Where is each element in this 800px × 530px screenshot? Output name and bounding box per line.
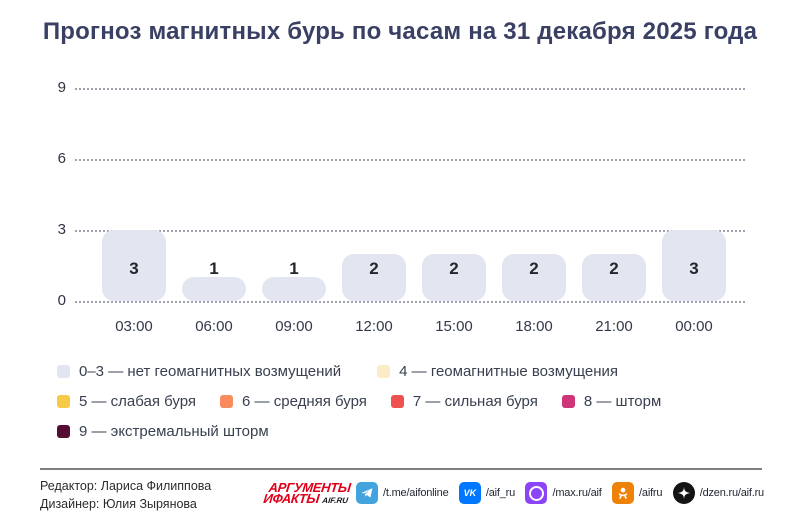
legend-item: 8 — шторм xyxy=(561,393,662,410)
chart-bar xyxy=(102,230,166,301)
legend-row: 0–3 — нет геомагнитных возмущений 4 — гео… xyxy=(57,363,767,380)
gridline xyxy=(75,159,745,161)
legend-label: 0–3 — нет геомагнитных возмущений xyxy=(79,363,342,380)
x-tick-label: 00:00 xyxy=(675,318,713,335)
bar-value-label: 2 xyxy=(449,259,459,278)
legend-swatch xyxy=(57,395,70,408)
legend-label: 8 — шторм xyxy=(583,393,662,410)
legend-label: 6 — средняя буря xyxy=(242,393,367,410)
x-tick-label: 18:00 xyxy=(515,318,553,335)
x-tick-label: 12:00 xyxy=(355,318,393,335)
vk-icon: VK xyxy=(458,482,481,504)
bar-value-label: 2 xyxy=(529,259,539,278)
legend-label: 5 — слабая буря xyxy=(79,393,197,410)
chart-bar xyxy=(662,230,726,301)
x-tick-label: 09:00 xyxy=(275,318,313,335)
legend-swatch xyxy=(561,395,575,408)
y-tick-label: 6 xyxy=(57,150,66,167)
gridline xyxy=(75,301,745,303)
chart-bar xyxy=(262,277,326,301)
bar-value-label: 2 xyxy=(609,259,619,278)
legend-item: 7 — сильная буря xyxy=(390,393,538,410)
telegram-icon xyxy=(356,482,378,504)
social-handle: /aif_ru xyxy=(485,487,516,499)
aif-logo: АРГУМЕНТЫ ИФАКТЫ AIF.RU xyxy=(263,480,352,506)
social-handle: /aifru xyxy=(639,487,663,499)
legend-swatch xyxy=(390,395,404,408)
dzen-icon xyxy=(672,482,695,504)
bar-value-label: 3 xyxy=(689,259,699,278)
legend-swatch xyxy=(220,395,234,408)
ok-icon xyxy=(612,482,635,504)
legend-item: 4 — геомагнитные возмущения xyxy=(377,363,618,380)
legend-item: 9 — экстремальный шторм xyxy=(57,423,269,440)
editor-credit: Редактор: Лариса Филиппова xyxy=(40,479,212,493)
gridline xyxy=(75,230,745,232)
bar-value-label: 1 xyxy=(209,259,219,278)
chart-bars: 3 1 1 2 2 2 2 3 xyxy=(75,88,745,301)
aif-logo-line2: ИФАКТЫ xyxy=(262,491,321,506)
social-handle: /max.ru/aif xyxy=(552,487,602,499)
legend-swatch xyxy=(57,365,70,378)
x-tick-label: 06:00 xyxy=(195,318,233,335)
social-link[interactable]: /max.ru/aif xyxy=(525,482,602,504)
chart-bar xyxy=(422,254,486,301)
bar-value-label: 3 xyxy=(129,259,139,278)
chart-legend: 0–3 — нет геомагнитных возмущений 4 — гео… xyxy=(57,363,767,453)
designer-credit: Дизайнер: Юлия Зырянова xyxy=(40,497,197,511)
chart-bar xyxy=(182,277,246,301)
legend-swatch xyxy=(57,425,70,438)
legend-label: 4 — геомагнитные возмущения xyxy=(399,363,619,380)
legend-label: 7 — сильная буря xyxy=(412,393,538,410)
social-link[interactable]: VK/aif_ru xyxy=(458,482,516,504)
chart-bar xyxy=(342,254,406,301)
legend-item: 0–3 — нет геомагнитных возмущений xyxy=(57,363,341,380)
legend-item: 5 — слабая буря xyxy=(57,393,196,410)
legend-label: 9 — экстремальный шторм xyxy=(79,423,269,440)
magnetic-storm-bar-chart: 9 6 3 0 3 1 1 2 2 2 2 3 03:00 06:00 09:00 12:00 15:00 1… xyxy=(0,79,745,335)
social-link[interactable]: /dzen.ru/aif.ru xyxy=(672,482,764,504)
social-link[interactable]: /aifru xyxy=(612,482,663,504)
legend-swatch xyxy=(377,365,391,378)
aif-logo-suffix: AIF.RU xyxy=(321,496,349,505)
bar-value-label: 1 xyxy=(289,259,299,278)
credits: Редактор: Лариса Филиппова Дизайнер: Юли… xyxy=(40,477,211,513)
social-handle: /t.me/aifonline xyxy=(383,487,449,499)
chart-bar xyxy=(582,254,646,301)
x-tick-label: 03:00 xyxy=(115,318,153,335)
legend-item: 6 — средняя буря xyxy=(220,393,367,410)
page-title: Прогноз магнитных бурь по часам на 31 де… xyxy=(42,18,758,45)
gridline xyxy=(75,88,745,90)
bar-value-label: 2 xyxy=(369,259,379,278)
legend-row: 5 — слабая буря 6 — средняя буря 7 — сильн… xyxy=(57,393,767,410)
social-links: /t.me/aifonline VK/aif_ru/max.ru/aif/aifr… xyxy=(356,482,764,504)
footer-divider xyxy=(40,468,762,470)
y-tick-label: 9 xyxy=(57,79,66,96)
x-tick-label: 15:00 xyxy=(435,318,473,335)
social-handle: /dzen.ru/aif.ru xyxy=(699,487,764,499)
y-tick-label: 3 xyxy=(57,221,66,238)
social-link[interactable]: /t.me/aifonline xyxy=(356,482,449,504)
x-tick-label: 21:00 xyxy=(595,318,633,335)
chart-bar xyxy=(502,254,566,301)
legend-row: 9 — экстремальный шторм xyxy=(57,423,767,440)
y-tick-label: 0 xyxy=(57,292,66,309)
max-icon xyxy=(525,482,548,504)
